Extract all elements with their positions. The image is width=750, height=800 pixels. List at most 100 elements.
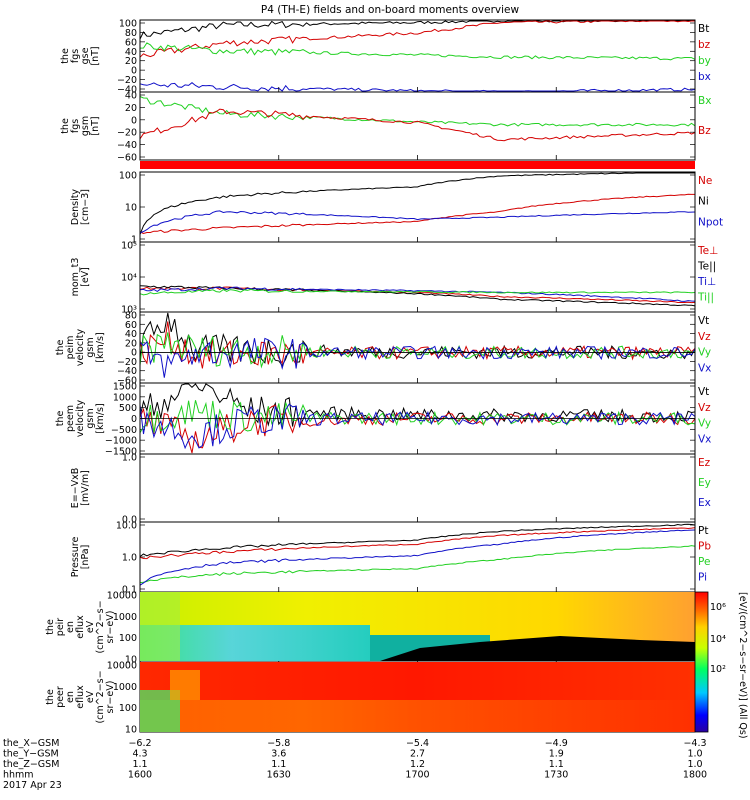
y-tick-label: 0.0: [122, 515, 137, 526]
ylabel-line: [km/s]: [95, 332, 106, 362]
ylabel-line: E=−VxB: [70, 468, 81, 509]
y-tick-label: 10³: [121, 305, 137, 316]
ylabel-line: fgs: [70, 119, 81, 133]
panel-4: mom_t3[eV] 10⁵ 10⁴ 10³ Te⊥ Te|| Ti⊥ Ti||: [70, 241, 718, 316]
ylabel-line: [km/s]: [95, 403, 106, 433]
ylabel-line: mom_t3: [70, 258, 81, 297]
x-tick-label: 1700: [405, 770, 429, 781]
panel-frame: [139, 521, 696, 593]
x-tick-label: 2.7: [410, 749, 425, 760]
y-tick-label: 10.0: [116, 521, 137, 532]
date-label: 2017 Apr 23: [3, 780, 62, 791]
legend-entry: bz: [698, 39, 711, 51]
series-line-bz: [139, 108, 696, 142]
y-tick-label: −40: [117, 85, 137, 96]
legend-entry: Pb: [698, 541, 711, 553]
legend-entry: Vt: [698, 315, 709, 327]
legend-entry: Bt: [698, 23, 709, 35]
panel-ylabel: thepeemvelocitygsm[km/s]: [55, 400, 106, 438]
legend-entry: Vx: [698, 433, 711, 445]
x-tick-label: 4.3: [132, 749, 147, 760]
ylabel-line: [cm−3]: [80, 189, 91, 225]
ylabel-line: velocity: [75, 329, 86, 367]
y-tick-label: −40: [117, 366, 137, 377]
y-tick-label: −1000: [105, 436, 137, 447]
panel-ylabel: thefgsgsm[nT]: [60, 116, 101, 136]
ylabel-line: Pressure: [70, 537, 81, 578]
y-tick-label: −500: [111, 425, 137, 436]
series-line-by: [139, 42, 696, 61]
legend-entry: Ez: [698, 457, 711, 469]
x-tick-label: 1.1: [271, 759, 286, 770]
series-line-ni: [139, 172, 695, 235]
y-tick-label: 100: [119, 703, 137, 714]
series-line-bt: [139, 20, 695, 40]
colorbar-tick: 10²: [710, 664, 726, 675]
ylabel-line: en: [65, 691, 76, 703]
series-line-pt: [139, 523, 696, 558]
panels: thefgsgse[nT]100806040200−20−40Btbzbybxt…: [45, 19, 723, 736]
y-tick-label: 40: [125, 329, 137, 340]
y-tick-label: 60: [125, 37, 137, 48]
ylabel-line: eflux: [75, 615, 86, 639]
legend-entry: Vt: [698, 386, 709, 398]
ylabel-line: [mV/m]: [80, 470, 91, 506]
x-row-label: the_Y−GSM: [3, 749, 59, 760]
y-tick-label: 20: [125, 103, 137, 114]
series-line-vz: [139, 321, 696, 369]
y-tick-label: 0: [131, 348, 137, 359]
y-tick-label: −1500: [105, 447, 137, 458]
x-tick-label: 1.1: [132, 759, 147, 770]
position-bar: [140, 161, 695, 169]
y-tick-label: 10: [125, 655, 137, 666]
panel-frame: [139, 19, 696, 93]
y-tick-label: 1000: [113, 392, 137, 403]
ylabel-line: Density: [70, 189, 81, 225]
series-line-pb: [139, 527, 696, 560]
y-tick-label: 0.1: [122, 585, 137, 596]
ylabel-line: the: [45, 689, 56, 705]
panel-ylabel: Density[cm−3]: [70, 189, 91, 225]
x-tick-label: 1730: [544, 770, 568, 781]
y-tick-label: 60: [125, 320, 137, 331]
panel-ylabel: thefgsgse[nT]: [60, 46, 101, 65]
y-tick-label: 1.0: [122, 453, 137, 464]
ylabel-line: peir: [55, 618, 66, 637]
y-tick-label: 0: [131, 414, 137, 425]
ylabel-line: the: [60, 48, 71, 64]
panel-5: thepeimvelocitygsm[km/s] 806040200−20−40−…: [55, 311, 711, 387]
ylabel-line: eflux: [75, 685, 86, 709]
panel-3: Density[cm−3] 100 10 1 Ne Ni Npot: [70, 171, 723, 246]
legend-entry: Ti||: [697, 292, 714, 304]
panel-9: thepeirenefluxeV(cm^2−s−sr−eV)1000010001…: [45, 591, 696, 666]
series-line-npot: [139, 210, 696, 234]
legend-entry: Vx: [698, 362, 711, 374]
ylabel-line: (cm^2−s−: [95, 600, 106, 653]
x-tick-label: 1.2: [410, 759, 425, 770]
ylabel-line: [nPa]: [80, 545, 91, 570]
y-tick-label: 10⁵: [121, 241, 137, 252]
panel-ylabel: thepeirenefluxeV(cm^2−s−sr−eV): [45, 600, 116, 653]
legend-entry: Vz: [698, 331, 711, 343]
x-tick-label: −5.4: [406, 738, 429, 749]
y-tick-label: 10: [125, 725, 137, 736]
series-line-vx: [139, 337, 696, 378]
ylabel-line: en: [65, 621, 76, 633]
series-line-pi: [139, 529, 696, 586]
legend-entry: Bx: [698, 95, 711, 107]
ylabel-line: eV: [85, 620, 96, 633]
y-tick-label: 1000: [113, 612, 137, 623]
y-tick-label: −20: [117, 75, 137, 86]
series-line-pe: [139, 545, 696, 584]
y-tick-label: 1500: [113, 382, 137, 393]
x-tick-label: −4.9: [545, 738, 568, 749]
y-tick-label: 20: [125, 338, 137, 349]
legend-entry: Pi: [698, 572, 707, 584]
panel-6: thepeemvelocitygsm[km/s] 150010005000−500…: [55, 382, 711, 458]
y-tick-label: 1: [131, 235, 137, 246]
y-tick-label: 80: [125, 311, 137, 322]
y-tick-label: 1000: [113, 682, 137, 693]
